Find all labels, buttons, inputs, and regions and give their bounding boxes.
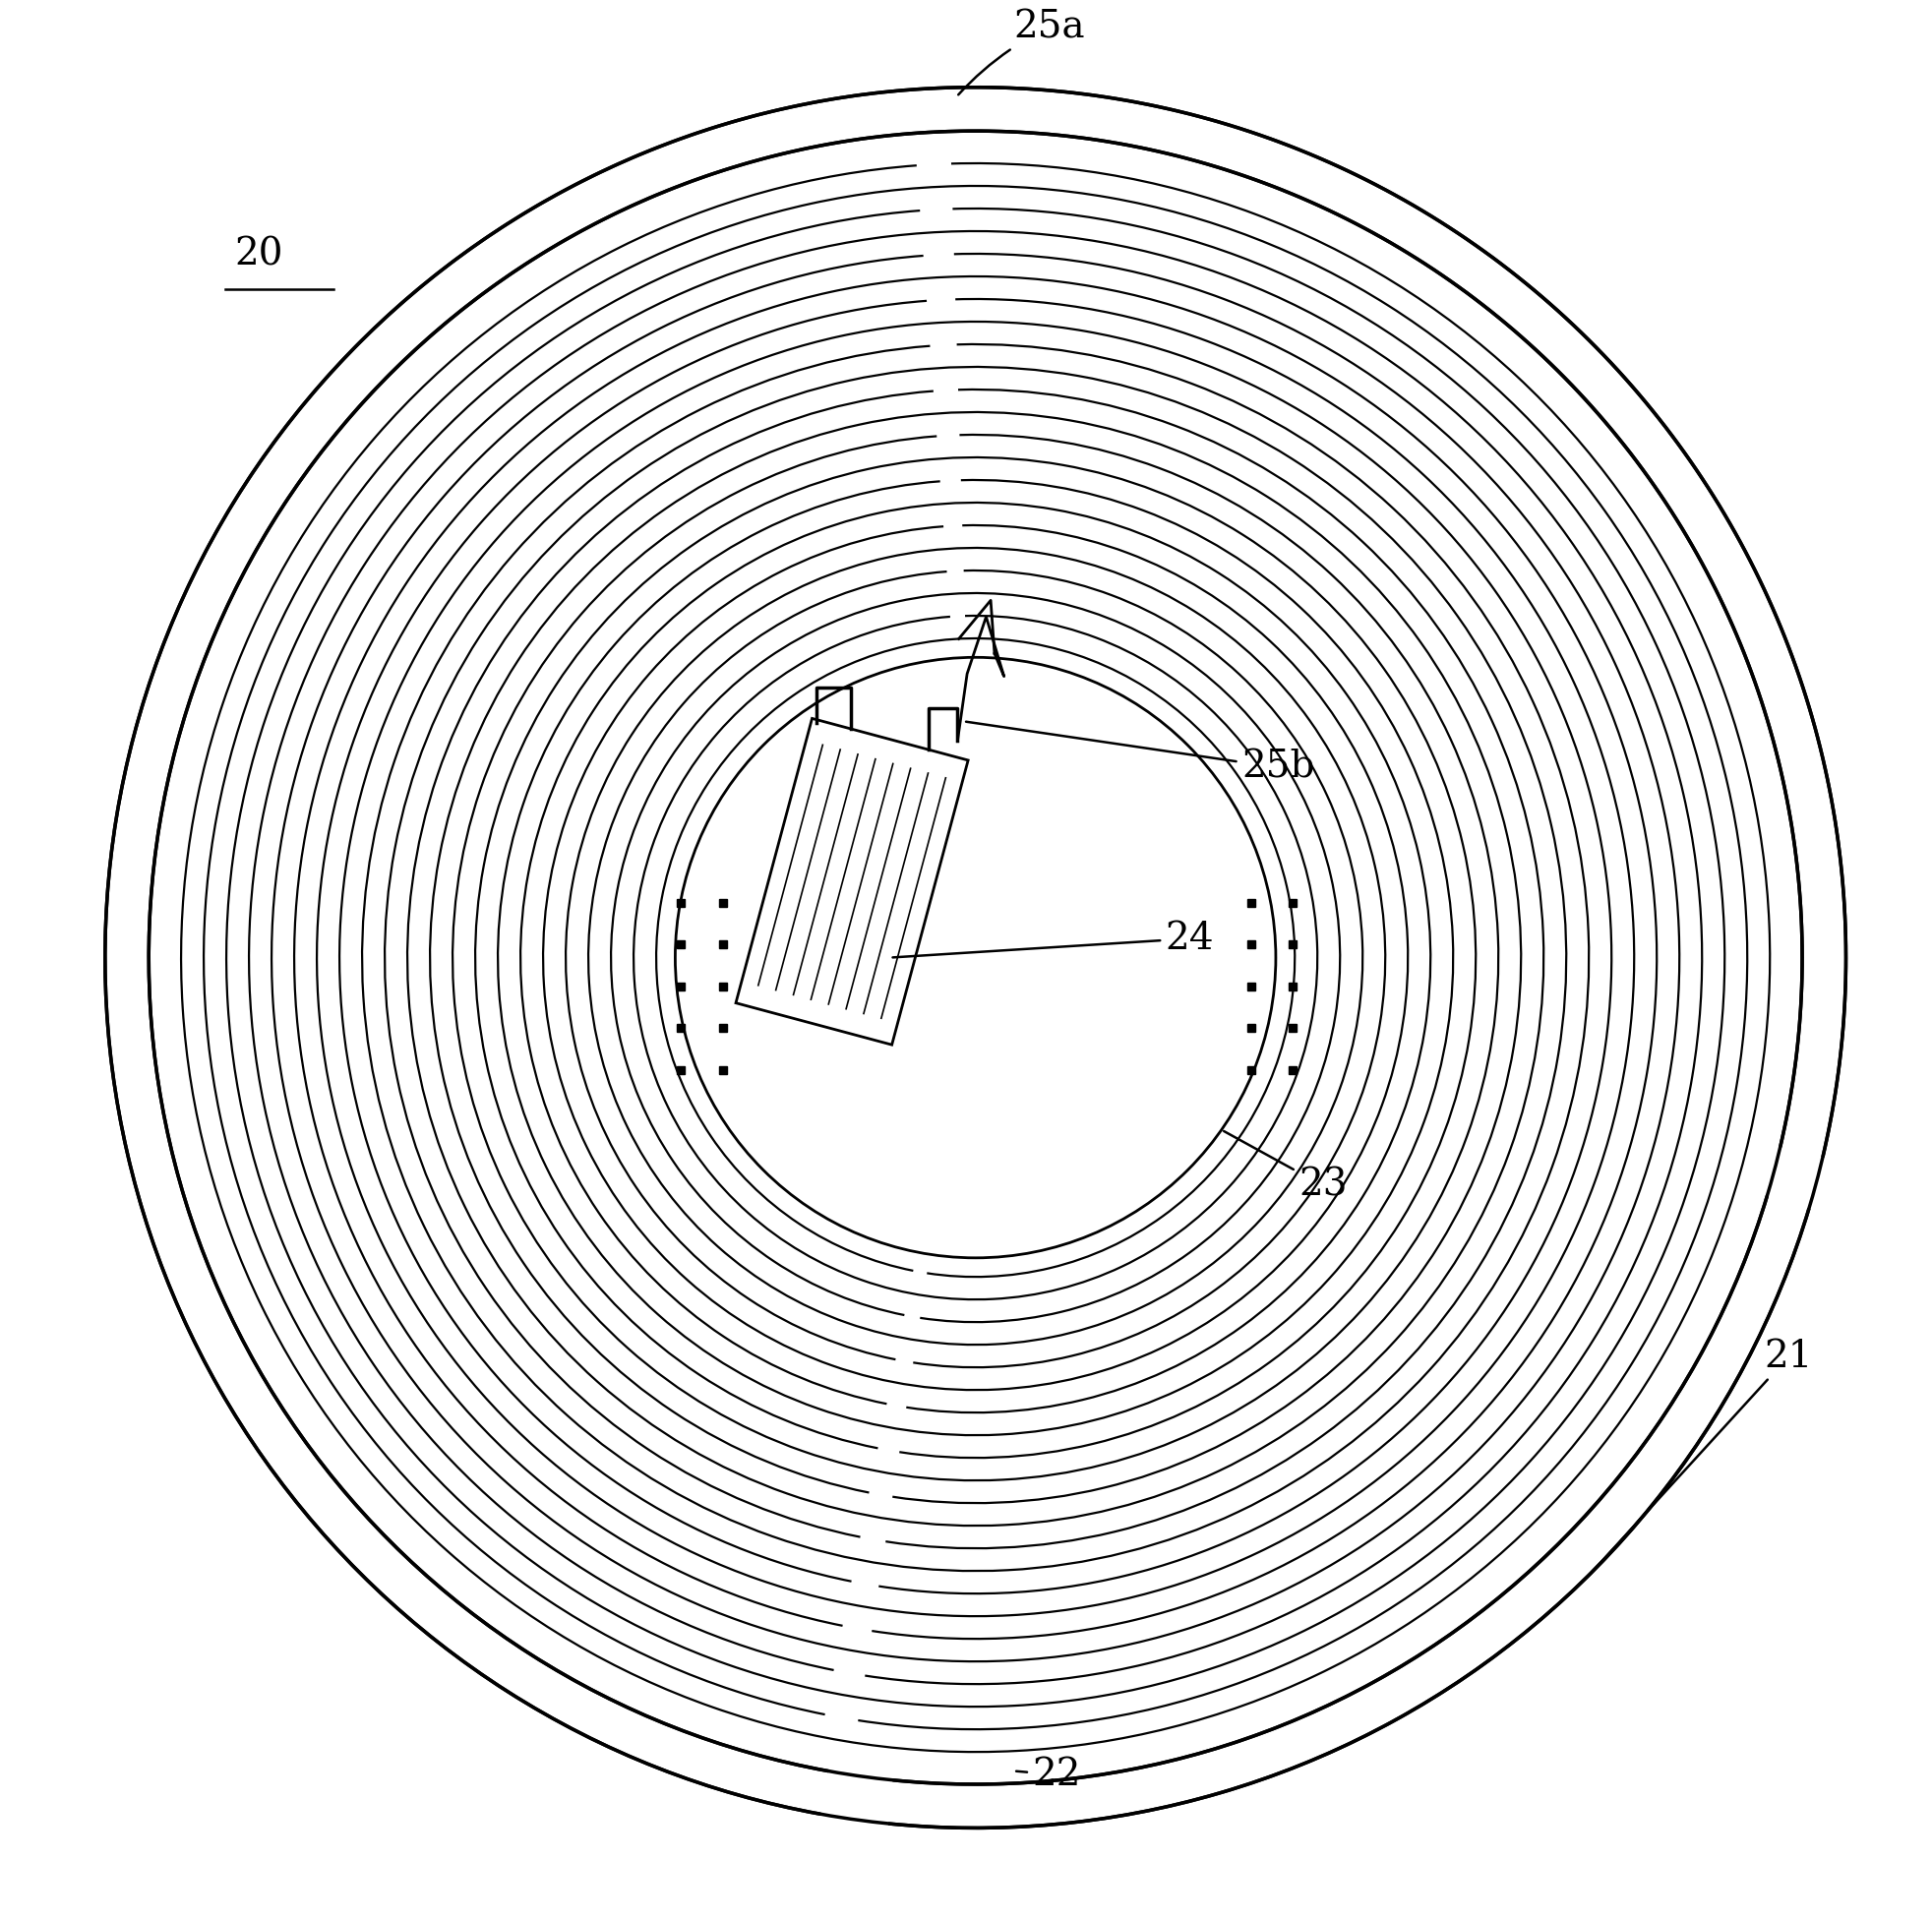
Text: 21: 21 — [1592, 1338, 1812, 1571]
Text: 20: 20 — [234, 236, 282, 273]
Text: 25a: 25a — [958, 10, 1086, 94]
Text: 22: 22 — [1016, 1757, 1082, 1793]
Text: 24: 24 — [893, 920, 1215, 958]
Text: 25b: 25b — [966, 722, 1316, 785]
Text: 23: 23 — [1223, 1131, 1347, 1204]
